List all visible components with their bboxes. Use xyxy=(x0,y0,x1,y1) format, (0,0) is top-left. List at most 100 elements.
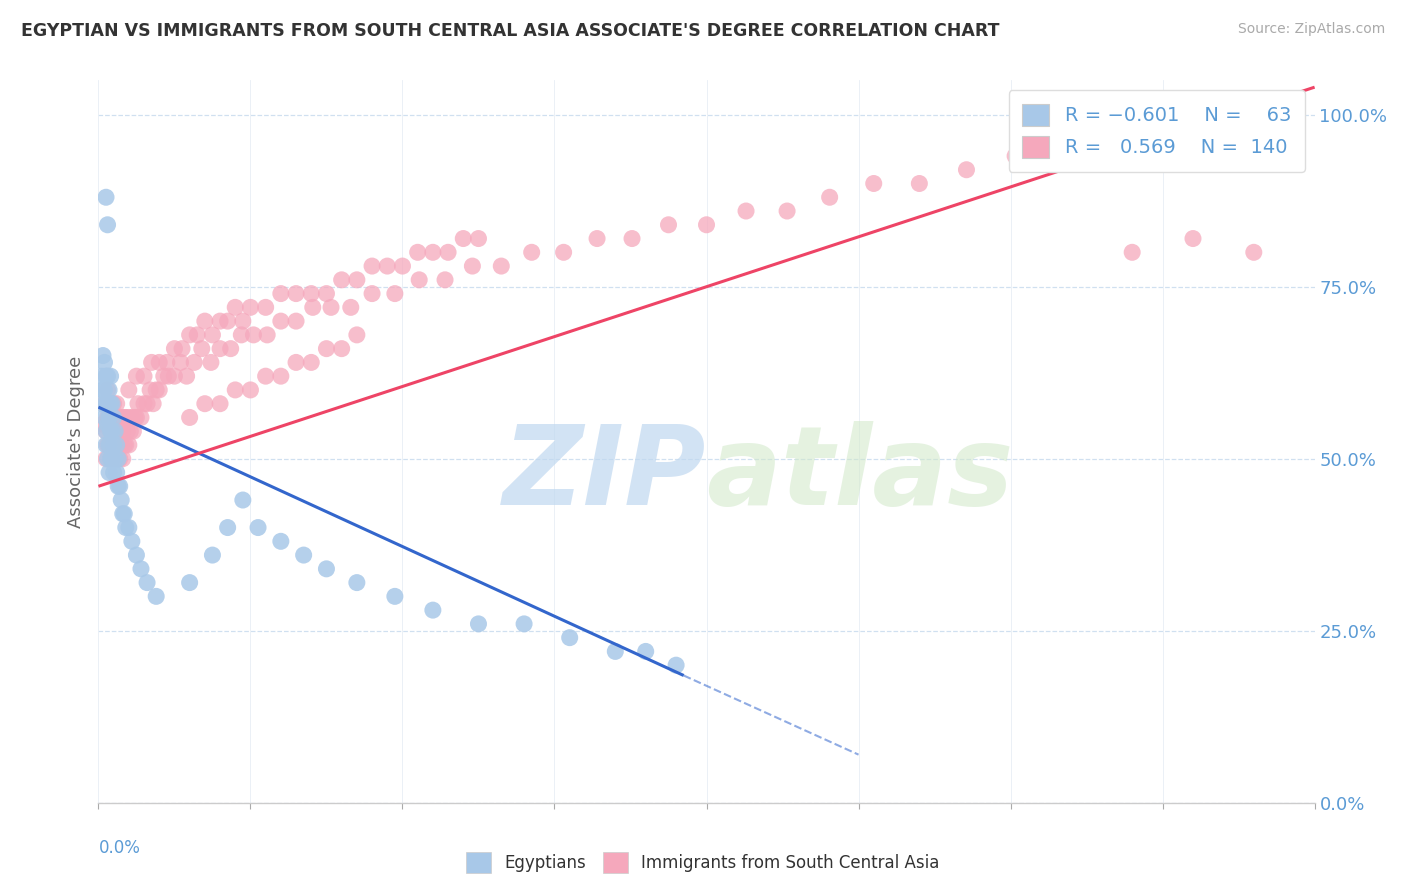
Point xyxy=(621,231,644,245)
Point xyxy=(100,451,122,466)
Point xyxy=(93,397,115,411)
Point xyxy=(90,397,112,411)
Point xyxy=(129,562,152,576)
Point xyxy=(103,438,125,452)
Point xyxy=(1270,108,1292,122)
Point xyxy=(406,245,429,260)
Point xyxy=(285,355,308,369)
Point xyxy=(270,369,292,384)
Point xyxy=(586,231,609,245)
Point xyxy=(112,410,135,425)
Point xyxy=(118,383,141,397)
Point xyxy=(101,424,124,438)
Point xyxy=(111,451,134,466)
Point xyxy=(361,286,384,301)
Legend: Egyptians, Immigrants from South Central Asia: Egyptians, Immigrants from South Central… xyxy=(460,846,946,880)
Point xyxy=(299,286,322,301)
Point xyxy=(100,424,122,438)
Point xyxy=(93,410,115,425)
Point xyxy=(101,410,124,425)
Point xyxy=(114,520,136,534)
Point xyxy=(186,327,208,342)
Point xyxy=(148,383,170,397)
Text: EGYPTIAN VS IMMIGRANTS FROM SOUTH CENTRAL ASIA ASSOCIATE'S DEGREE CORRELATION CH: EGYPTIAN VS IMMIGRANTS FROM SOUTH CENTRA… xyxy=(21,22,1000,40)
Point xyxy=(346,273,368,287)
Point xyxy=(361,259,384,273)
Point xyxy=(112,438,135,452)
Point xyxy=(101,451,124,466)
Point xyxy=(163,342,186,356)
Point xyxy=(558,631,581,645)
Point xyxy=(98,410,121,425)
Point xyxy=(110,410,132,425)
Legend: R = −0.601    N =    63, R =   0.569    N =  140: R = −0.601 N = 63, R = 0.569 N = 140 xyxy=(1008,90,1305,172)
Point xyxy=(224,383,246,397)
Point xyxy=(232,314,254,328)
Point xyxy=(346,327,368,342)
Point xyxy=(107,479,129,493)
Point xyxy=(191,342,214,356)
Point xyxy=(217,314,239,328)
Point xyxy=(239,383,262,397)
Point xyxy=(93,355,115,369)
Point xyxy=(163,369,186,384)
Point xyxy=(104,451,127,466)
Point xyxy=(111,424,134,438)
Point xyxy=(98,438,121,452)
Point xyxy=(132,397,155,411)
Point xyxy=(120,424,142,438)
Point xyxy=(513,616,536,631)
Point xyxy=(103,410,125,425)
Point xyxy=(121,534,143,549)
Point xyxy=(209,397,232,411)
Point xyxy=(94,438,117,452)
Point xyxy=(330,273,353,287)
Point xyxy=(118,410,141,425)
Point xyxy=(1054,149,1077,163)
Point xyxy=(100,424,122,438)
Point xyxy=(127,397,149,411)
Point xyxy=(194,314,217,328)
Point xyxy=(121,410,143,425)
Point xyxy=(453,231,475,245)
Point xyxy=(110,493,132,508)
Point xyxy=(232,493,254,508)
Point xyxy=(104,438,127,452)
Point xyxy=(148,355,170,369)
Point xyxy=(141,355,163,369)
Point xyxy=(346,575,368,590)
Point xyxy=(231,327,253,342)
Point xyxy=(94,190,117,204)
Point xyxy=(1105,135,1128,149)
Point xyxy=(665,658,688,673)
Point xyxy=(111,507,134,521)
Point xyxy=(124,410,146,425)
Point xyxy=(112,507,135,521)
Point xyxy=(105,466,128,480)
Point xyxy=(96,383,118,397)
Point xyxy=(256,327,278,342)
Point xyxy=(217,520,239,534)
Point xyxy=(101,438,124,452)
Point xyxy=(94,424,117,438)
Point xyxy=(114,410,136,425)
Point xyxy=(118,438,141,452)
Point xyxy=(129,410,152,425)
Point xyxy=(96,438,118,452)
Point xyxy=(94,369,117,384)
Point xyxy=(1159,135,1181,149)
Point xyxy=(145,383,167,397)
Point xyxy=(96,218,118,232)
Point xyxy=(125,548,148,562)
Point xyxy=(776,204,799,219)
Point xyxy=(179,575,201,590)
Point xyxy=(96,451,118,466)
Text: Source: ZipAtlas.com: Source: ZipAtlas.com xyxy=(1237,22,1385,37)
Point xyxy=(108,417,131,432)
Point xyxy=(183,355,205,369)
Point xyxy=(103,466,125,480)
Point xyxy=(634,644,657,658)
Point xyxy=(157,369,180,384)
Point xyxy=(254,301,277,315)
Point xyxy=(108,479,131,493)
